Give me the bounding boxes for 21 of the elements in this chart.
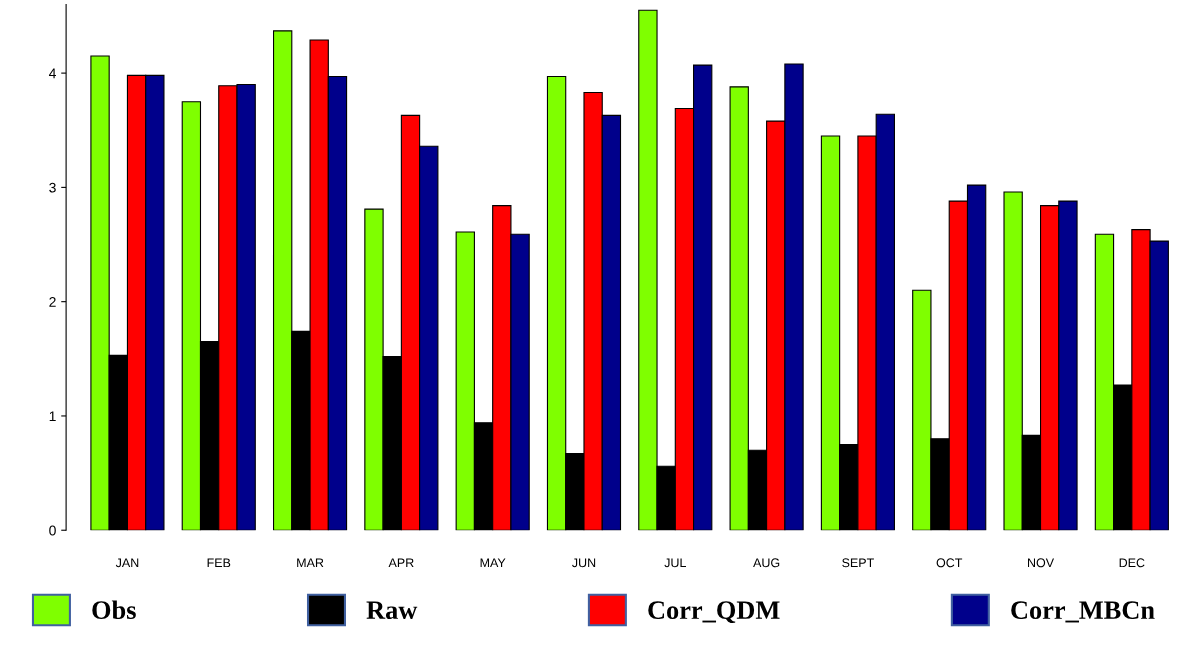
y-tick-label: 4 — [48, 68, 56, 79]
x-tick-label: MAY — [480, 558, 506, 568]
y-tick-label: 0 — [49, 525, 56, 536]
x-tick-label: MAR — [297, 558, 324, 568]
legend-label: Raw — [366, 601, 418, 620]
x-tick-label: AUG — [753, 558, 780, 568]
legend-label: Obs — [92, 600, 136, 620]
x-tick-label: APR — [388, 558, 414, 568]
y-tick-label: 3 — [49, 182, 56, 193]
x-tick-label: JUN — [572, 558, 596, 568]
y-tick-label: 2 — [49, 297, 56, 307]
x-tick-label: DEC — [1119, 558, 1145, 568]
legend-label: Corr_QDM — [648, 601, 780, 624]
x-tick-label: JAN — [115, 558, 139, 568]
x-tick-label: JUL — [664, 558, 686, 568]
x-tick-label: SEPT — [842, 558, 874, 568]
x-tick-label: FEB — [207, 558, 231, 568]
y-tick-label: 1 — [49, 411, 56, 421]
legend-label: Corr_MBCn — [1011, 601, 1155, 623]
x-tick-label: OCT — [936, 558, 963, 568]
x-tick-label: NOV — [1028, 558, 1055, 568]
